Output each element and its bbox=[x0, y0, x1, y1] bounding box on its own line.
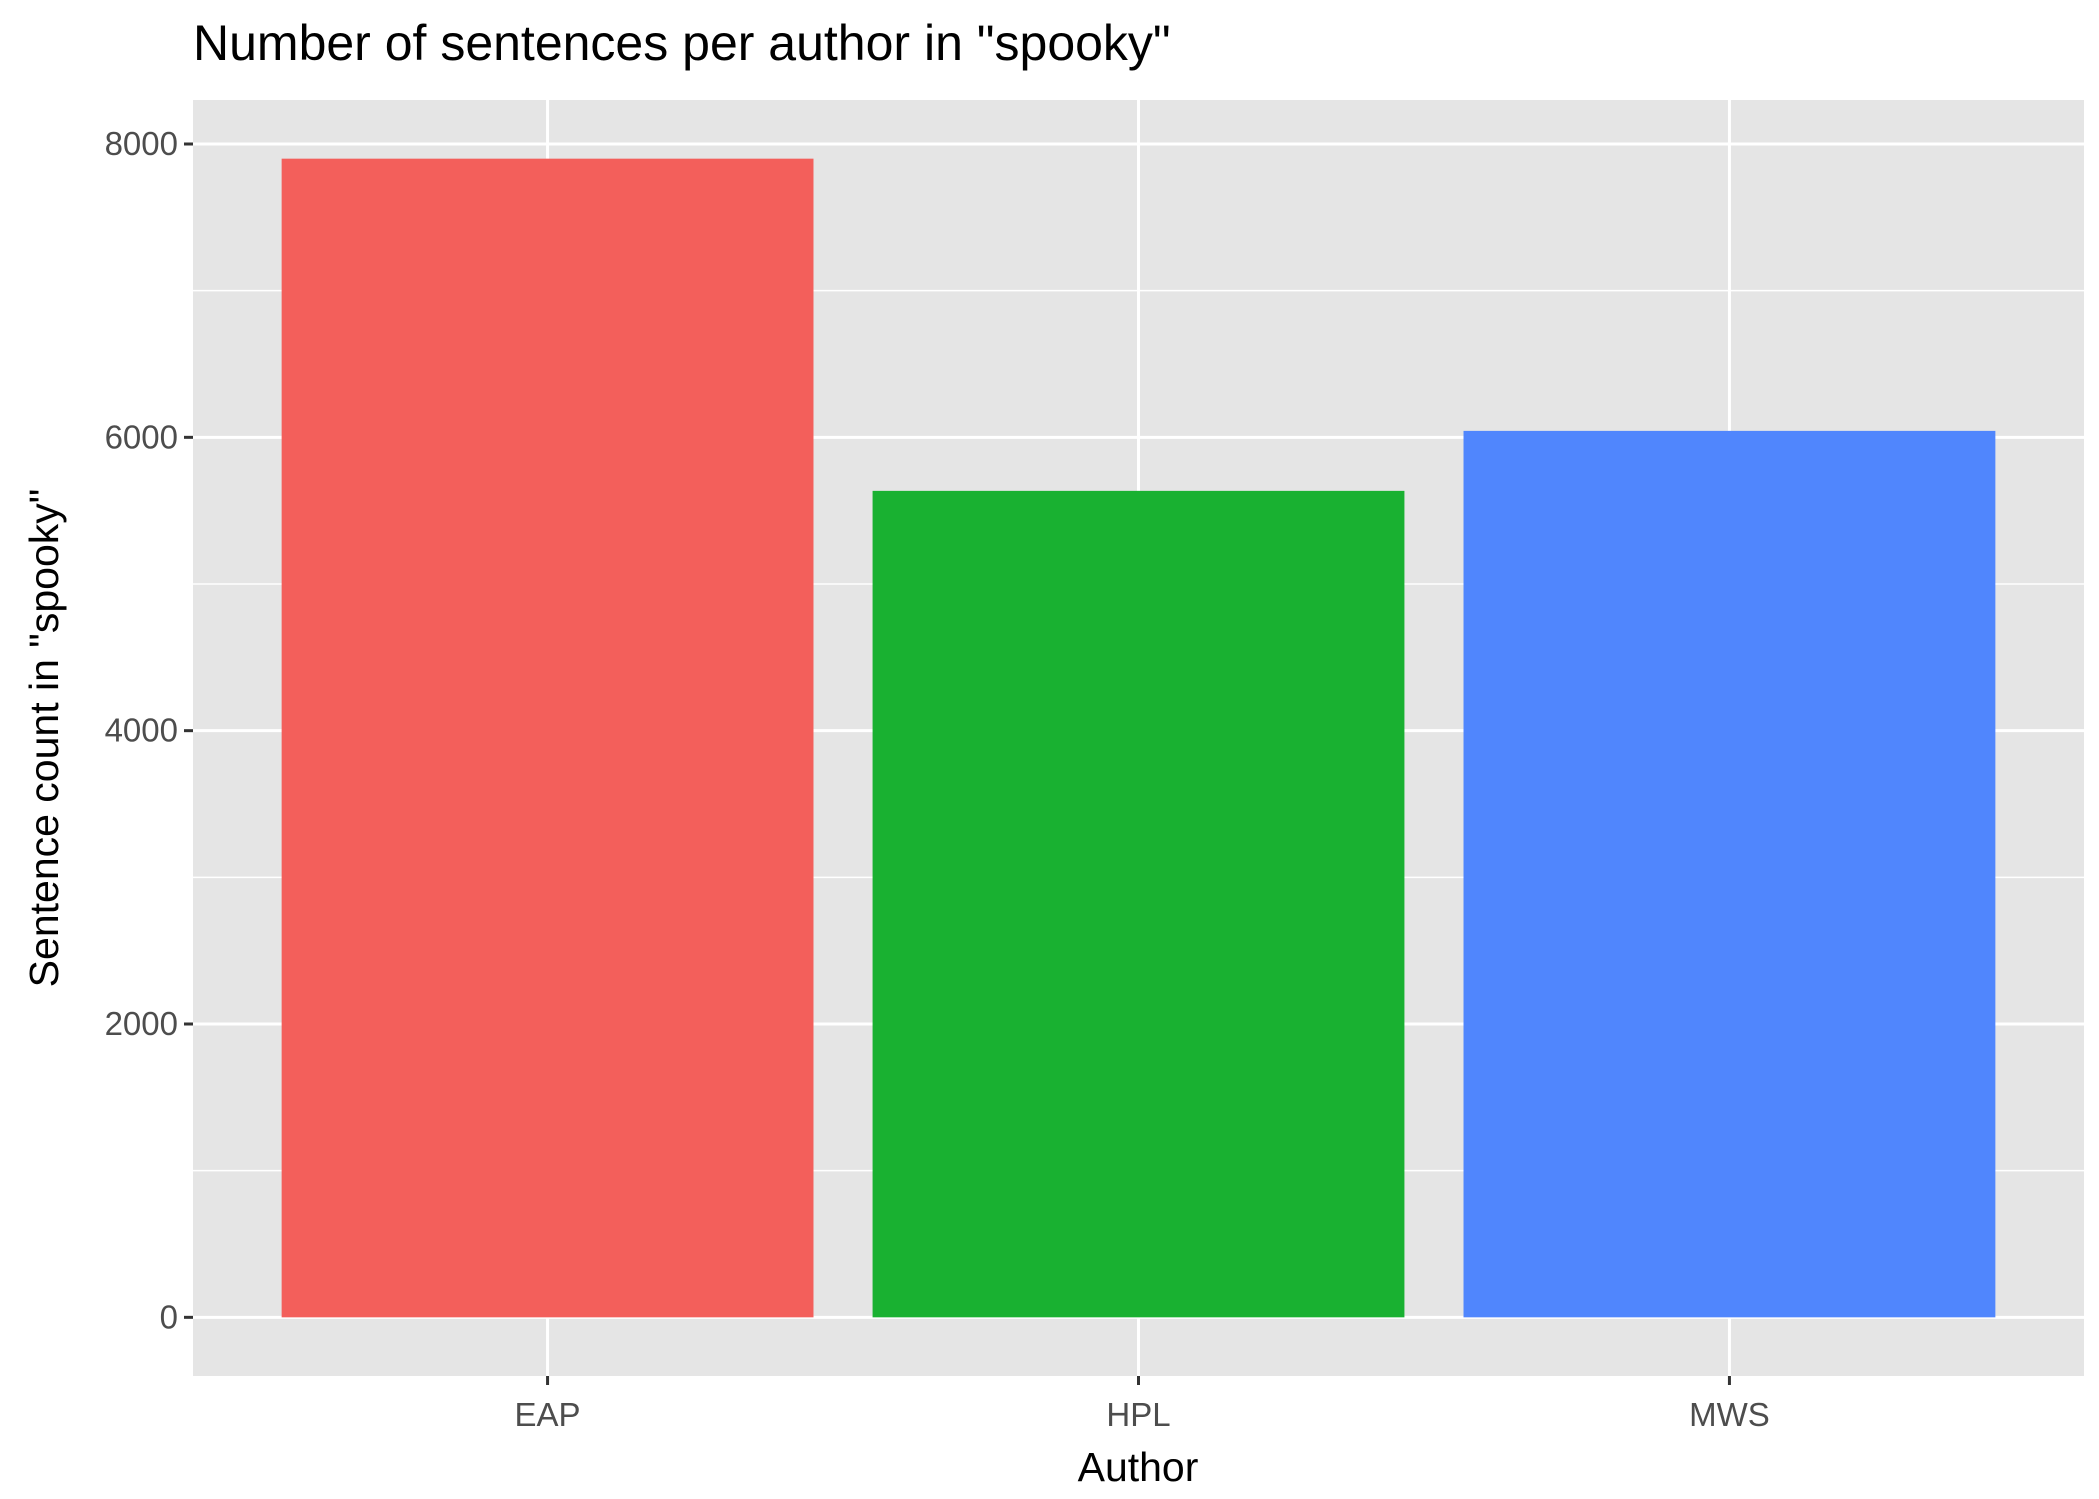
x-axis-title: Author bbox=[1078, 1444, 1199, 1490]
bar-hpl bbox=[872, 490, 1405, 1318]
x-tick-label: MWS bbox=[1689, 1396, 1770, 1433]
bar-mws bbox=[1463, 430, 1996, 1318]
bars bbox=[281, 158, 1996, 1318]
x-axis: EAP HPL MWS bbox=[515, 1376, 1770, 1433]
y-axis: 0 2000 4000 6000 8000 bbox=[105, 125, 193, 1335]
y-tick-label: 8000 bbox=[105, 125, 178, 162]
y-tick-label: 6000 bbox=[105, 418, 178, 455]
chart-title: Number of sentences per author in "spook… bbox=[193, 15, 1171, 71]
y-tick-label: 2000 bbox=[105, 1005, 178, 1042]
y-tick-label: 0 bbox=[160, 1298, 178, 1335]
x-tick-label: HPL bbox=[1106, 1396, 1170, 1433]
bar-eap bbox=[281, 158, 814, 1318]
x-tick-label: EAP bbox=[515, 1396, 581, 1433]
y-axis-title: Sentence count in "spooky" bbox=[21, 489, 67, 988]
y-tick-label: 4000 bbox=[105, 712, 178, 749]
